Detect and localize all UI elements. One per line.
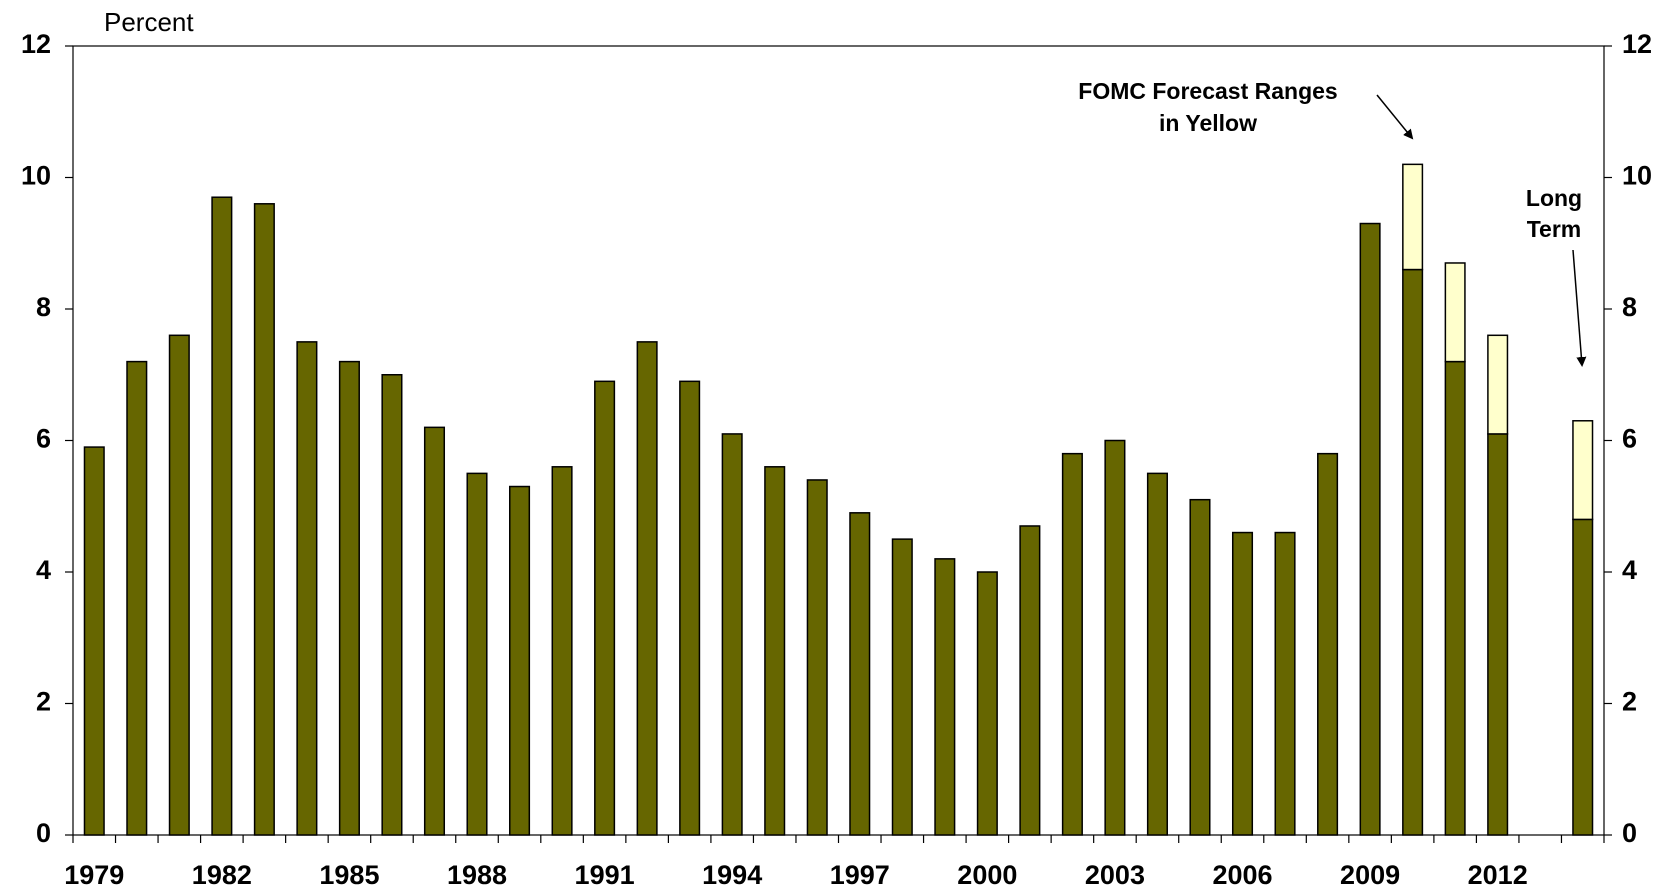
y2-tick-label: 12 bbox=[1622, 29, 1652, 59]
y2-tick-label: 2 bbox=[1622, 687, 1637, 717]
annotation: Long bbox=[1526, 185, 1582, 211]
bar bbox=[891, 538, 913, 836]
y2-tick-label: 8 bbox=[1622, 292, 1637, 322]
bar bbox=[126, 360, 148, 836]
y-tick-label: 8 bbox=[36, 292, 51, 322]
y-axis-label: Percent bbox=[104, 7, 194, 37]
bar bbox=[1572, 420, 1594, 521]
x-tick-label: 1991 bbox=[575, 860, 635, 890]
bar bbox=[381, 374, 403, 836]
bar bbox=[1019, 525, 1041, 836]
bar bbox=[1402, 163, 1424, 271]
bar bbox=[976, 571, 998, 836]
x-tick-label: 1988 bbox=[447, 860, 507, 890]
y2-tick-label: 0 bbox=[1622, 818, 1637, 848]
x-tick-label: 1982 bbox=[192, 860, 252, 890]
bar bbox=[806, 479, 828, 836]
y-tick-label: 12 bbox=[21, 29, 51, 59]
bar bbox=[83, 446, 105, 836]
y-tick-label: 0 bbox=[36, 818, 51, 848]
bar bbox=[423, 426, 446, 836]
x-tick-label: 2000 bbox=[957, 860, 1017, 890]
bar bbox=[211, 196, 233, 836]
y-tick-label: 10 bbox=[21, 161, 51, 191]
x-tick-label: 1994 bbox=[702, 860, 762, 890]
bar bbox=[1231, 531, 1254, 836]
bar bbox=[1274, 531, 1296, 836]
x-tick-label: 1979 bbox=[64, 860, 124, 890]
bar bbox=[934, 558, 956, 836]
bar bbox=[721, 433, 743, 836]
bar bbox=[1189, 498, 1211, 836]
x-tick-label: 1997 bbox=[830, 860, 890, 890]
annotation: FOMC Forecast Ranges bbox=[1078, 78, 1337, 104]
bar bbox=[338, 360, 360, 836]
y-tick-label: 6 bbox=[36, 424, 51, 454]
bar bbox=[1487, 334, 1509, 435]
y2-tick-label: 6 bbox=[1622, 424, 1637, 454]
x-tick-label: 2012 bbox=[1468, 860, 1528, 890]
bar bbox=[594, 380, 616, 836]
bar bbox=[1572, 518, 1594, 836]
bar bbox=[466, 472, 488, 836]
bar bbox=[679, 380, 701, 836]
bar bbox=[1146, 472, 1168, 836]
bar bbox=[551, 466, 573, 836]
bar bbox=[1444, 360, 1466, 836]
bar bbox=[1402, 268, 1424, 836]
bar bbox=[764, 466, 786, 836]
y2-tick-label: 4 bbox=[1622, 555, 1637, 585]
bar bbox=[1104, 439, 1126, 836]
bar bbox=[296, 341, 318, 836]
annotation-arrow bbox=[1376, 94, 1414, 140]
bar bbox=[1317, 452, 1339, 836]
bar bbox=[509, 485, 531, 836]
bar bbox=[168, 334, 190, 836]
y2-tick-label: 10 bbox=[1622, 161, 1652, 191]
y-tick-label: 4 bbox=[36, 555, 51, 585]
annotation: Term bbox=[1527, 216, 1582, 242]
x-tick-label: 2006 bbox=[1212, 860, 1272, 890]
x-tick-label: 1985 bbox=[319, 860, 379, 890]
bar bbox=[1061, 452, 1083, 836]
bar bbox=[253, 203, 275, 836]
bar bbox=[1487, 433, 1509, 836]
x-tick-label: 2003 bbox=[1085, 860, 1145, 890]
bar bbox=[636, 341, 658, 836]
bar bbox=[1359, 222, 1381, 836]
bar bbox=[1444, 262, 1466, 363]
y-tick-label: 2 bbox=[36, 687, 51, 717]
x-tick-label: 2009 bbox=[1340, 860, 1400, 890]
bar bbox=[849, 512, 871, 836]
annotation-arrow bbox=[1572, 249, 1587, 367]
annotation: in Yellow bbox=[1159, 110, 1257, 136]
